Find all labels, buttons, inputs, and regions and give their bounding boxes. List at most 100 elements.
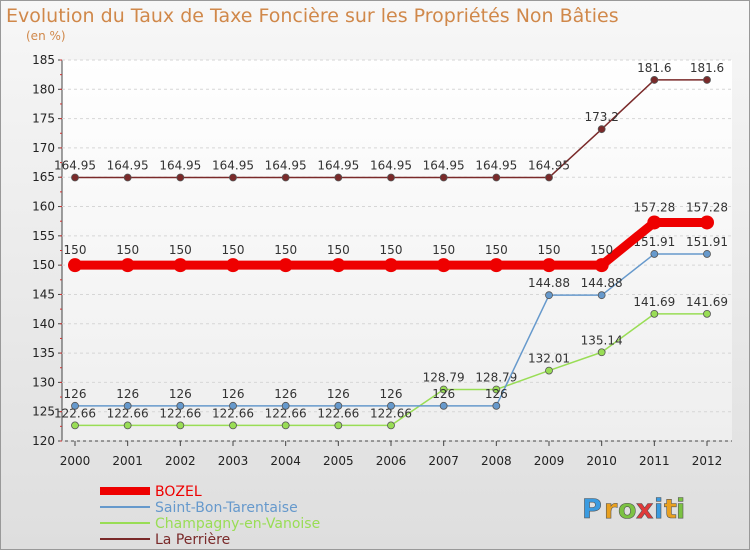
data-label-la-perriere: 181.6 <box>637 61 671 75</box>
data-point-la-perriere <box>545 173 553 182</box>
logo-letter: t <box>664 494 677 525</box>
data-label-la-perriere: 173.2 <box>584 110 618 124</box>
data-point-champagny-en-vanoise <box>334 421 343 430</box>
data-point-saint-bon-tarentaise <box>703 250 711 258</box>
logo-letter: r <box>604 494 618 525</box>
y-tick-label: 130 <box>32 375 55 389</box>
data-label-la-perriere: 164.95 <box>159 159 201 173</box>
legend: BOZELSaint-Bon-TarentaiseChampagny-en-Va… <box>100 484 320 548</box>
x-axis-ticks: 2000 2001 2002 2003 2004 2005 2006 2007 2008 2009… <box>60 441 723 468</box>
data-point-champagny-en-vanoise <box>281 421 290 430</box>
data-point-la-perriere <box>650 76 659 84</box>
y-tick-label: 150 <box>32 258 55 272</box>
data-point-la-perriere <box>334 173 343 182</box>
data-label-bozel: 150 <box>538 243 561 257</box>
series-saint-bon-tarentaise: 126 126 126 126 126 126 126 126 126 144.88 144.88 1… <box>64 235 728 410</box>
data-label-champagny-en-vanoise: 122.66 <box>107 406 149 420</box>
legend-label: Champagny-en-Vanoise <box>155 516 320 532</box>
grid-lines <box>62 59 732 442</box>
data-point-saint-bon-tarentaise <box>334 401 343 410</box>
data-label-champagny-en-vanoise: 141.69 <box>686 295 728 309</box>
x-tick-label: 2012 <box>692 454 723 468</box>
data-label-la-perriere: 164.95 <box>528 159 570 173</box>
logo-letter: i <box>654 494 663 525</box>
data-label-la-perriere: 164.95 <box>317 159 359 173</box>
x-tick-label: 2006 <box>376 454 407 468</box>
y-tick-label: 165 <box>32 170 55 184</box>
data-label-la-perriere: 164.95 <box>54 159 96 173</box>
data-label-champagny-en-vanoise: 132.01 <box>528 352 570 366</box>
y-axis-unit: (en %) <box>26 29 66 43</box>
y-tick-label: 155 <box>32 229 55 243</box>
data-point-bozel <box>331 258 346 273</box>
data-label-saint-bon-tarentaise: 144.88 <box>528 276 570 290</box>
data-label-la-perriere: 164.95 <box>107 159 149 173</box>
x-tick-label: 2002 <box>165 454 196 468</box>
data-point-champagny-en-vanoise <box>545 366 553 375</box>
y-tick-label: 135 <box>32 346 55 360</box>
data-label-champagny-en-vanoise: 128.79 <box>475 370 517 384</box>
data-label-champagny-en-vanoise: 141.69 <box>633 295 675 309</box>
series-bozel: 150 150 150 150 150 150 150 150 150 150 150 157.28 1… <box>64 200 728 273</box>
data-label-saint-bon-tarentaise: 126 <box>64 387 87 401</box>
logo-letter: i <box>676 494 685 525</box>
data-label-champagny-en-vanoise: 122.66 <box>317 406 359 420</box>
y-axis-ticks: 120 125 130 135 140 145 150 155 160 165 170 175 180 1… <box>32 53 62 448</box>
data-label-saint-bon-tarentaise: 126 <box>327 387 350 401</box>
data-label-champagny-en-vanoise: 135.14 <box>581 333 623 347</box>
data-point-la-perriere <box>176 173 185 182</box>
legend-item-champagny-en-vanoise: Champagny-en-Vanoise <box>100 516 320 532</box>
data-point-saint-bon-tarentaise <box>597 291 606 300</box>
data-point-champagny-en-vanoise <box>387 421 395 430</box>
data-label-la-perriere: 164.95 <box>212 159 254 173</box>
data-point-saint-bon-tarentaise <box>281 401 290 410</box>
data-point-saint-bon-tarentaise <box>176 401 185 410</box>
chart-title: Evolution du Taux de Taxe Foncière sur l… <box>6 5 619 27</box>
data-point-la-perriere <box>703 76 711 84</box>
legend-label: Saint-Bon-Tarentaise <box>155 500 298 516</box>
y-tick-label: 145 <box>32 287 55 301</box>
x-tick-label: 2004 <box>270 454 301 468</box>
data-point-saint-bon-tarentaise <box>71 401 79 410</box>
x-tick-label: 2003 <box>218 454 249 468</box>
y-tick-label: 180 <box>32 82 55 96</box>
data-label-saint-bon-tarentaise: 126 <box>485 387 508 401</box>
data-point-saint-bon-tarentaise <box>387 401 395 410</box>
data-point-la-perriere <box>123 173 132 182</box>
data-label-saint-bon-tarentaise: 151.91 <box>686 235 728 249</box>
data-label-bozel: 150 <box>274 243 297 257</box>
data-label-saint-bon-tarentaise: 126 <box>116 387 139 401</box>
data-label-bozel: 150 <box>327 243 350 257</box>
data-label-bozel: 150 <box>169 243 192 257</box>
logo-letter: P <box>582 494 602 525</box>
data-point-bozel <box>120 258 135 273</box>
data-point-bozel <box>436 258 451 273</box>
legend-item-saint-bon-tarentaise: Saint-Bon-Tarentaise <box>100 500 298 516</box>
data-point-saint-bon-tarentaise <box>545 291 553 300</box>
data-label-bozel: 150 <box>64 243 87 257</box>
data-label-saint-bon-tarentaise: 144.88 <box>581 276 623 290</box>
data-point-bozel <box>594 258 609 273</box>
data-point-saint-bon-tarentaise <box>650 250 659 258</box>
data-point-bozel <box>700 215 714 230</box>
data-point-la-perriere <box>597 125 606 134</box>
data-label-bozel: 150 <box>485 243 508 257</box>
x-tick-label: 2000 <box>60 454 91 468</box>
data-point-bozel <box>226 258 240 273</box>
legend-item-la-perriere: La Perrière <box>100 532 230 548</box>
data-point-la-perriere <box>71 173 79 182</box>
data-point-la-perriere <box>229 173 237 182</box>
data-point-la-perriere <box>439 173 448 182</box>
y-tick-label: 120 <box>32 434 55 448</box>
data-point-bozel <box>278 258 293 273</box>
data-point-champagny-en-vanoise <box>176 421 185 430</box>
data-point-bozel <box>489 258 504 273</box>
data-point-champagny-en-vanoise <box>229 421 237 430</box>
data-label-bozel: 150 <box>380 243 403 257</box>
data-label-champagny-en-vanoise: 128.79 <box>423 370 465 384</box>
data-label-saint-bon-tarentaise: 126 <box>380 387 403 401</box>
data-label-champagny-en-vanoise: 122.66 <box>370 406 412 420</box>
data-label-saint-bon-tarentaise: 126 <box>222 387 245 401</box>
